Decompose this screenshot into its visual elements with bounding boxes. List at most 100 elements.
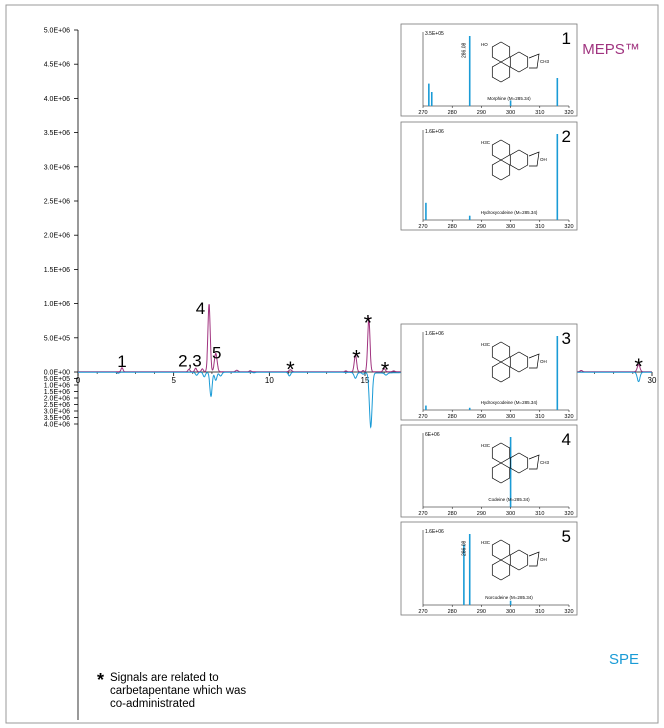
inset-compound-label: Hydroxycodeine (M=285.34) — [481, 210, 538, 215]
footnote: * Signals are related to carbetapentane … — [97, 670, 246, 710]
inset-x-tick-label: 290 — [477, 224, 486, 230]
inset-substituent-label: CH3 — [540, 59, 549, 64]
bottom-y-tick-label: 5.0E+05 — [44, 376, 70, 383]
inset-peak-label: 286.08 — [462, 540, 468, 556]
x-tick-label: 15 — [361, 376, 370, 385]
inset-x-tick-label: 310 — [535, 110, 544, 116]
inset-x-tick-label: 280 — [448, 511, 457, 517]
inset-ring-label: H3C — [481, 540, 491, 545]
molecule-structure-icon — [491, 341, 540, 383]
inset-ymax-label: 1.6E+06 — [425, 331, 444, 337]
inset-ring-label: H3C — [481, 140, 491, 145]
inset-x-tick-label: 270 — [418, 609, 427, 615]
inset-substituent-label: OH — [540, 557, 547, 562]
inset-x-tick-label: 270 — [418, 224, 427, 230]
bottom-y-tick-label: 3.0E+06 — [44, 409, 70, 416]
inset-x-tick-label: 270 — [418, 511, 427, 517]
top-y-tick-label: 0.0E+00 — [44, 370, 70, 377]
inset-ymax-label: 6E+06 — [425, 432, 440, 438]
inset-x-tick-label: 320 — [564, 110, 573, 116]
inset-compound-label: Hydroxycodeine (M=285.34) — [481, 400, 538, 405]
peak-number-label: 5 — [212, 343, 221, 362]
top-y-tick-label: 3.0E+06 — [44, 164, 70, 171]
footnote-line-3: co-administrated — [110, 698, 195, 710]
inset-x-tick-label: 300 — [506, 110, 515, 116]
inset-ring-label: H3C — [481, 342, 491, 347]
inset-x-tick-label: 320 — [564, 414, 573, 420]
footnote-star: * — [97, 670, 104, 690]
top-y-tick-label: 1.0E+06 — [44, 301, 70, 308]
peak-star-label: * — [286, 357, 295, 382]
inset-ring-label: HO — [481, 42, 488, 47]
inset-number-label: 3 — [562, 329, 571, 348]
inset-x-tick-label: 300 — [506, 224, 515, 230]
footnote-line-1: Signals are related to — [110, 672, 219, 684]
inset-x-tick-label: 290 — [477, 511, 486, 517]
inset-x-tick-label: 290 — [477, 414, 486, 420]
inset-5: 1.6E+06 270 280 290 300 310 320 286.08 H3C OH Norc… — [400, 521, 578, 616]
inset-number-label: 4 — [562, 430, 571, 449]
peak-star-label: * — [381, 357, 390, 382]
inset-x-tick-label: 310 — [535, 224, 544, 230]
x-tick-label: 5 — [171, 376, 176, 385]
inset-x-tick-label: 320 — [564, 224, 573, 230]
top-y-tick-label: 4.0E+06 — [44, 96, 70, 103]
spe-label: SPE — [609, 651, 639, 668]
inset-x-tick-label: 270 — [418, 414, 427, 420]
peak-number-label: 2,3 — [178, 351, 202, 370]
insets-layer: 3.5E+05 270 280 290 300 310 320 286.08 HO CH3 Morp… — [400, 23, 578, 616]
inset-2: 1.6E+06 270 280 290 300 310 320 H3C OH Hydroxycod… — [400, 121, 578, 231]
inset-frame — [400, 521, 578, 616]
inset-number-label: 5 — [562, 527, 571, 546]
inset-x-tick-label: 300 — [506, 511, 515, 517]
molecule-structure-icon — [491, 139, 540, 181]
inset-frame — [400, 424, 578, 518]
top-y-tick-label: 1.5E+06 — [44, 267, 70, 274]
inset-frame — [400, 121, 578, 231]
peak-number-label: 4 — [196, 299, 205, 318]
inset-compound-label: Morphine (M=285.34) — [487, 96, 531, 101]
inset-substituent-label: OH — [540, 157, 547, 162]
top-y-tick-label: 2.0E+06 — [44, 233, 70, 240]
top-y-tick-label: 2.5E+06 — [44, 199, 70, 206]
top-y-tick-label: 5.0E+05 — [44, 335, 70, 342]
inset-x-tick-label: 280 — [448, 110, 457, 116]
peak-star-label: * — [364, 310, 373, 335]
molecule-structure-icon — [491, 442, 540, 484]
inset-frame — [400, 323, 578, 421]
inset-ymax-label: 3.5E+05 — [425, 31, 444, 37]
bottom-y-tick-label: 4.0E+06 — [44, 422, 70, 429]
inset-4: 6E+06 270 280 290 300 310 320 H3C CH3 Codeine (M=… — [400, 424, 578, 518]
inset-x-tick-label: 300 — [506, 414, 515, 420]
inset-x-tick-label: 300 — [506, 609, 515, 615]
meps-label: MEPS™ — [582, 41, 640, 58]
molecule-structure-icon — [491, 41, 540, 83]
inset-x-tick-label: 320 — [564, 609, 573, 615]
inset-x-tick-label: 280 — [448, 414, 457, 420]
x-tick-label: 0 — [76, 376, 81, 385]
molecule-structure-icon — [491, 539, 540, 581]
peak-star-label: * — [352, 346, 361, 371]
inset-ring-label: H3C — [481, 443, 491, 448]
top-y-tick-label: 3.5E+06 — [44, 130, 70, 137]
inset-x-tick-label: 280 — [448, 224, 457, 230]
x-tick-label: 30 — [648, 376, 657, 385]
top-y-tick-label: 4.5E+06 — [44, 62, 70, 69]
x-tick-label: 10 — [265, 376, 274, 385]
bottom-y-tick-label: 1.0E+06 — [44, 383, 70, 390]
inset-substituent-label: CH3 — [540, 460, 549, 465]
inset-substituent-label: OH — [540, 359, 547, 364]
peak-star-label: * — [634, 354, 643, 379]
inset-x-tick-label: 310 — [535, 511, 544, 517]
inset-x-tick-label: 310 — [535, 609, 544, 615]
bottom-y-tick-label: 1.5E+06 — [44, 389, 70, 396]
inset-x-tick-label: 270 — [418, 110, 427, 116]
inset-ymax-label: 1.6E+06 — [425, 129, 444, 135]
inset-x-tick-label: 320 — [564, 511, 573, 517]
inset-x-tick-label: 310 — [535, 414, 544, 420]
inset-frame — [400, 23, 578, 117]
inset-number-label: 2 — [562, 127, 571, 146]
inset-compound-label: Codeine (M=285.34) — [488, 497, 530, 502]
inset-number-label: 1 — [562, 29, 571, 48]
